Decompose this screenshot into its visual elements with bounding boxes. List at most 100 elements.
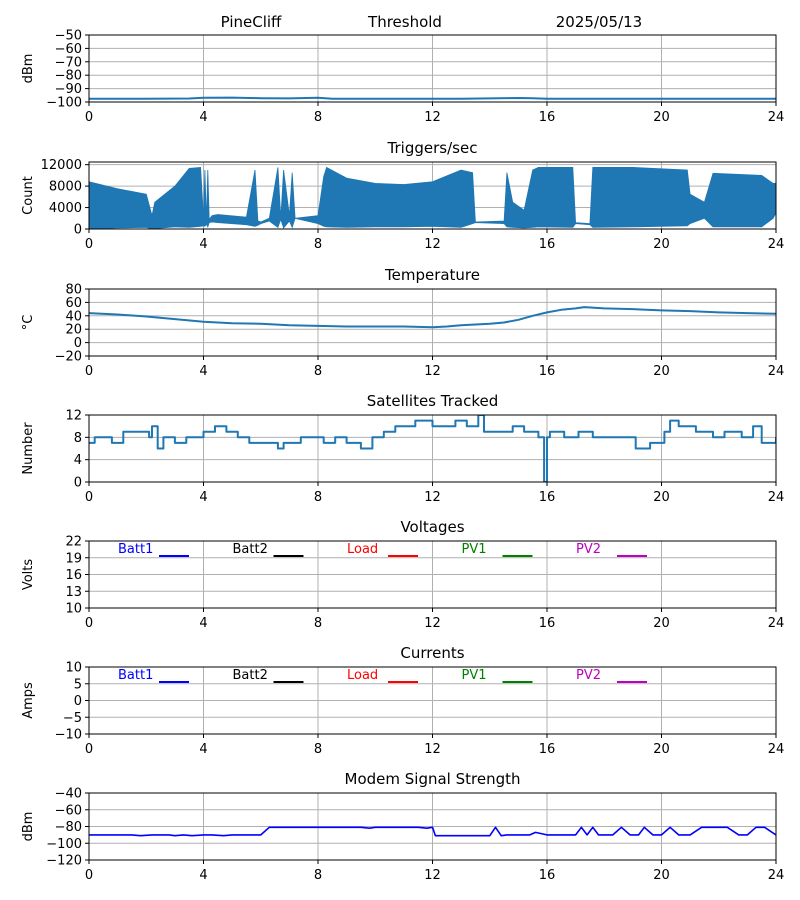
y-tick-label: 40 — [65, 309, 82, 324]
x-tick-label: 4 — [199, 110, 207, 125]
x-tick-label: 20 — [653, 742, 670, 757]
series-area — [89, 166, 776, 229]
x-tick-label: 12 — [424, 490, 441, 505]
y-axis-label: Amps — [21, 682, 36, 719]
y-tick-label: 22 — [65, 535, 82, 550]
y-axis-label: dBm — [21, 54, 36, 84]
y-tick-label: 5 — [74, 677, 82, 692]
chart-title: Currents — [400, 644, 464, 662]
y-tick-label: −80 — [55, 69, 82, 84]
x-tick-label: 16 — [539, 237, 556, 252]
y-tick-label: 12000 — [41, 158, 82, 173]
series-line — [89, 415, 776, 482]
x-tick-label: 12 — [424, 110, 441, 125]
y-tick-label: 60 — [65, 296, 82, 311]
y-tick-label: −60 — [55, 42, 82, 57]
x-tick-label: 4 — [199, 237, 207, 252]
y-tick-label: 4 — [74, 453, 82, 468]
y-tick-label: 0 — [74, 694, 82, 709]
y-tick-label: −100 — [46, 837, 82, 852]
legend-label: Batt2 — [233, 542, 268, 557]
x-tick-label: 16 — [539, 868, 556, 883]
chart-title: Temperature — [384, 266, 480, 284]
header-mode: Threshold — [367, 13, 442, 31]
y-tick-label: 8 — [74, 431, 82, 446]
y-tick-label: 10 — [65, 602, 82, 617]
y-tick-label: −80 — [55, 820, 82, 835]
plot-area — [89, 826, 776, 837]
legend-label: Batt2 — [233, 668, 268, 683]
x-tick-label: 0 — [85, 616, 93, 631]
y-axis-label: Count — [21, 176, 36, 215]
x-tick-label: 24 — [768, 490, 785, 505]
chart-triggers: 0 4 8 12 16 20 24 0 4000 8000 12000 Triggers/sec Cou… — [21, 139, 784, 252]
x-tick-label: 20 — [653, 237, 670, 252]
y-tick-label: −50 — [55, 29, 82, 44]
x-tick-label: 20 — [653, 110, 670, 125]
y-tick-label: −60 — [55, 803, 82, 818]
x-tick-label: 12 — [424, 868, 441, 883]
x-tick-label: 12 — [424, 237, 441, 252]
x-tick-label: 8 — [314, 616, 322, 631]
y-tick-label: 16 — [65, 568, 82, 583]
legend-label: PV1 — [462, 542, 487, 557]
x-tick-label: 0 — [85, 490, 93, 505]
y-tick-label: 4000 — [49, 201, 82, 216]
x-tick-label: 24 — [768, 868, 785, 883]
y-tick-label: −100 — [46, 96, 82, 111]
series-line — [89, 306, 776, 329]
legend-label: Batt1 — [118, 542, 153, 557]
chart-title: Modem Signal Strength — [345, 770, 521, 788]
chart-satellites: 0 4 8 12 16 20 24 0 4 8 12 Satellites Tracked Number — [21, 392, 784, 505]
chart-title: Satellites Tracked — [367, 392, 498, 410]
y-tick-label: 20 — [65, 323, 82, 338]
plot-area — [89, 306, 776, 329]
y-axis-label: Number — [21, 422, 36, 475]
y-tick-label: −5 — [63, 711, 82, 726]
x-tick-label: 12 — [424, 742, 441, 757]
x-tick-label: 16 — [539, 490, 556, 505]
y-tick-label: −10 — [55, 728, 82, 743]
plot-area — [89, 166, 776, 229]
plot-area — [89, 415, 776, 482]
x-tick-label: 24 — [768, 364, 785, 379]
x-tick-label: 16 — [539, 742, 556, 757]
chart-modem: 0 4 8 12 16 20 24 −120 −100 −80 −60−40 Modem Signal… — [21, 770, 784, 883]
legend-label: Load — [347, 542, 378, 557]
y-tick-label: 80 — [65, 283, 82, 298]
y-tick-label: −20 — [55, 350, 82, 365]
x-tick-label: 0 — [85, 364, 93, 379]
x-tick-label: 0 — [85, 742, 93, 757]
x-tick-label: 24 — [768, 742, 785, 757]
x-tick-label: 12 — [424, 364, 441, 379]
legend-label: PV1 — [462, 668, 487, 683]
y-tick-label: 13 — [65, 585, 82, 600]
y-tick-label: 19 — [65, 551, 82, 566]
x-tick-label: 20 — [653, 364, 670, 379]
y-tick-label: −90 — [55, 82, 82, 97]
y-axis-label: °C — [21, 315, 36, 331]
x-tick-label: 8 — [314, 110, 322, 125]
x-tick-label: 8 — [314, 868, 322, 883]
x-tick-label: 24 — [768, 616, 785, 631]
x-tick-label: 0 — [85, 110, 93, 125]
y-tick-label: 8000 — [49, 180, 82, 195]
plot-area — [89, 96, 776, 100]
chart-voltages: Batt1 Batt2 Load PV1 PV2 0 4 8 12 16 20 24 10 13 16 192… — [21, 518, 784, 631]
legend-label: Batt1 — [118, 668, 153, 683]
x-tick-label: 4 — [199, 742, 207, 757]
x-tick-label: 0 — [85, 868, 93, 883]
chart-title: Triggers/sec — [387, 139, 478, 157]
x-tick-label: 20 — [653, 490, 670, 505]
legend-label: Load — [347, 668, 378, 683]
chart-title: Voltages — [400, 518, 464, 536]
y-axis-label: dBm — [21, 812, 36, 842]
x-tick-label: 20 — [653, 616, 670, 631]
x-tick-label: 16 — [539, 364, 556, 379]
header-date: 2025/05/13 — [556, 13, 642, 31]
x-tick-label: 12 — [424, 616, 441, 631]
series-line — [89, 826, 776, 837]
y-axis-label: Volts — [21, 559, 36, 591]
